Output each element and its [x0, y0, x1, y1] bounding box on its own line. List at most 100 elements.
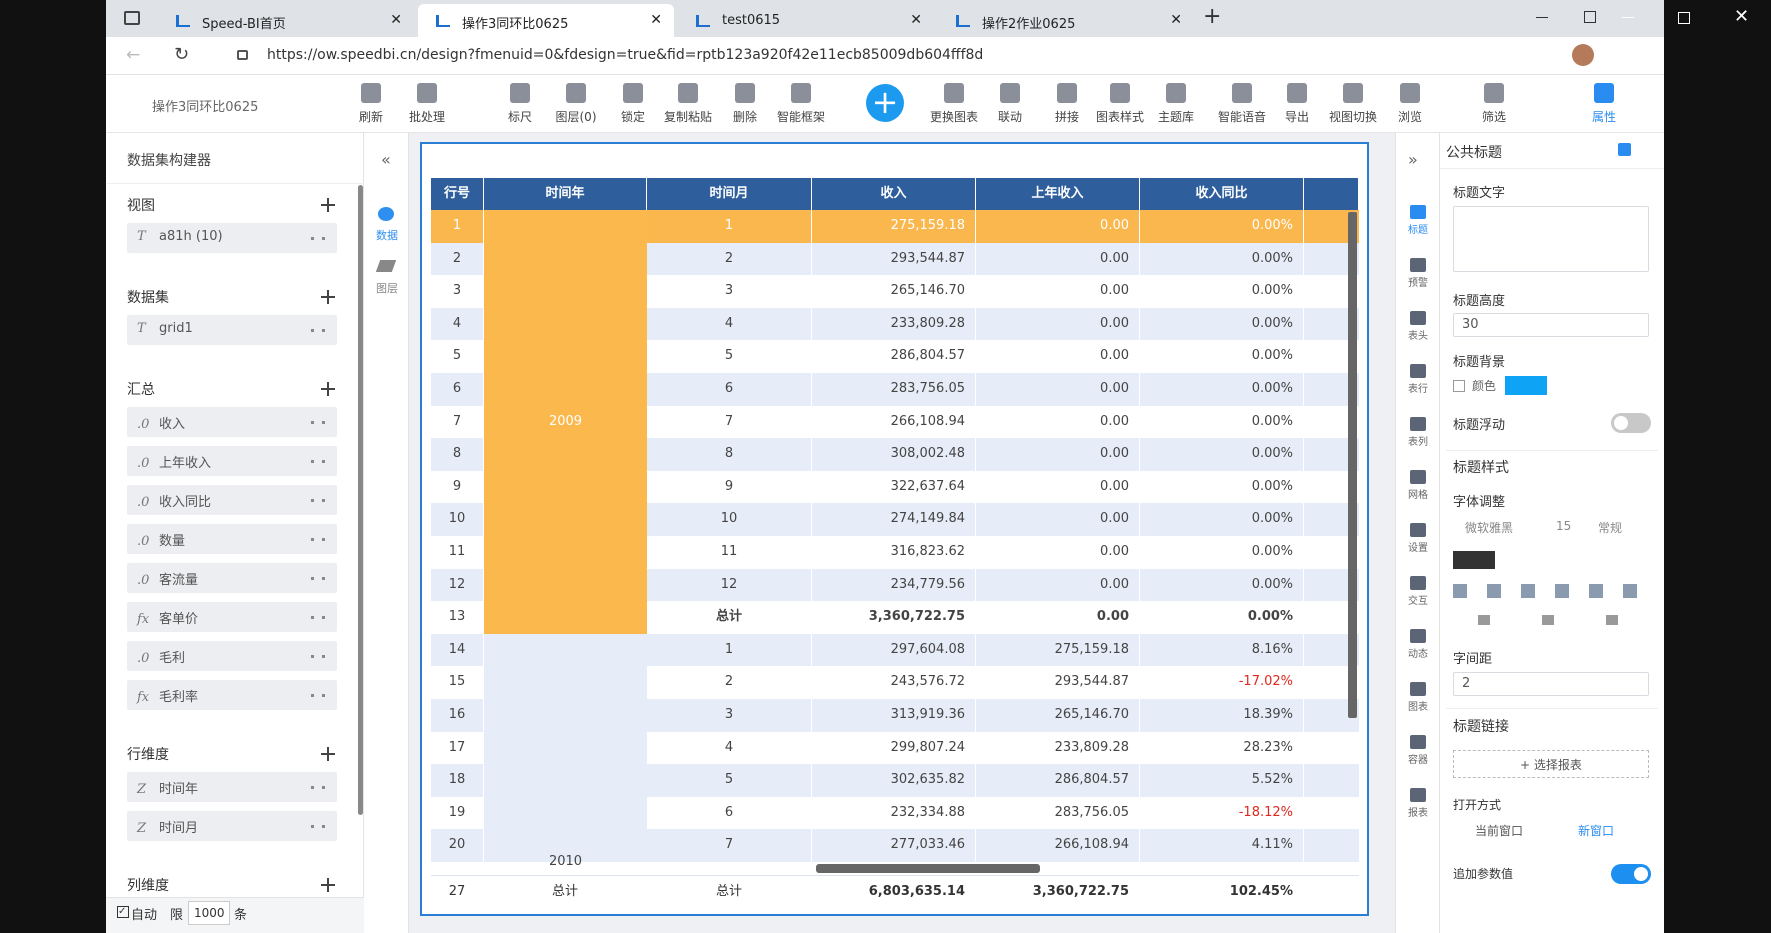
property-tab[interactable]: 交互 — [1405, 576, 1431, 607]
header-cell[interactable] — [1304, 178, 1359, 210]
property-tab[interactable]: 容器 — [1405, 735, 1431, 766]
profile[interactable] — [1572, 44, 1594, 66]
property-tab[interactable]: 图表 — [1405, 682, 1431, 713]
browser-tab[interactable]: 操作2作业0625 ✕ — [938, 4, 1194, 37]
header-cell[interactable]: 收入 — [812, 178, 976, 210]
toolbar-button[interactable]: 拼接 — [1037, 83, 1097, 125]
property-tab[interactable]: 报表 — [1405, 788, 1431, 819]
toolbar-button[interactable]: 图层(0) — [546, 83, 606, 125]
toolbar-button[interactable]: 锁定 — [603, 83, 663, 125]
property-tab[interactable]: 表头 — [1405, 311, 1431, 342]
auto-checkbox[interactable]: ✓ — [117, 906, 129, 918]
tab-close[interactable]: ✕ — [1170, 12, 1182, 28]
add-button[interactable]: + — [866, 84, 904, 122]
scrollbar[interactable] — [358, 185, 363, 815]
expand[interactable]: » — [1408, 150, 1418, 169]
footer-row[interactable]: 27 总计 总计 6,803,635.14 3,360,722.75 102.45% — [431, 875, 1359, 907]
field-item[interactable]: .0 上年收入 — [127, 446, 337, 476]
height-input[interactable]: 30 — [1453, 313, 1649, 337]
header-cell[interactable]: 时间月 — [647, 178, 812, 210]
layer-tab[interactable]: 图层 — [376, 282, 398, 295]
browser-tab[interactable]: Speed-BI首页 ✕ — [158, 4, 414, 37]
toolbar-button[interactable]: 智能语音 — [1212, 83, 1272, 125]
browser-tab[interactable]: test0615 ✕ — [678, 4, 934, 37]
add-button[interactable] — [321, 878, 335, 892]
add-button[interactable] — [321, 290, 335, 304]
minimize-outer[interactable] — [1622, 17, 1634, 18]
property-tab[interactable]: 标题 — [1405, 205, 1431, 236]
property-tab[interactable]: 表行 — [1405, 364, 1431, 395]
more-button[interactable] — [311, 421, 325, 424]
append-toggle[interactable] — [1611, 864, 1651, 884]
year-cell[interactable]: 2010 — [484, 633, 647, 869]
toolbar-button[interactable]: 更换图表 — [924, 83, 984, 125]
color-swatch[interactable] — [1505, 376, 1547, 395]
more-button[interactable] — [311, 694, 325, 697]
indent-buttons[interactable] — [1478, 615, 1628, 625]
toolbar-button[interactable]: 标尺 — [490, 83, 550, 125]
toolbar-button[interactable]: 删除 — [715, 83, 775, 125]
toolbar-button[interactable]: 浏览 — [1380, 83, 1440, 125]
minimize[interactable] — [1536, 17, 1548, 18]
limit-input[interactable]: 1000 — [188, 901, 230, 925]
spacing-input[interactable]: 2 — [1453, 672, 1649, 696]
add-button[interactable] — [321, 382, 335, 396]
field-item[interactable]: .0 收入 — [127, 407, 337, 437]
property-tab[interactable]: 网格 — [1405, 470, 1431, 501]
font-color[interactable] — [1453, 551, 1495, 569]
field-item[interactable]: .0 数量 — [127, 524, 337, 554]
more-button[interactable] — [311, 538, 325, 541]
toolbar-button[interactable]: 图表样式 — [1090, 83, 1150, 125]
horizontal-scrollbar[interactable] — [816, 864, 1040, 873]
weight-select[interactable]: 常规 — [1598, 521, 1623, 535]
collapse[interactable]: « — [381, 150, 391, 169]
toolbar-button[interactable]: 筛选 — [1464, 83, 1524, 125]
color-checkbox[interactable] — [1453, 380, 1465, 392]
back[interactable]: ← — [126, 45, 141, 65]
toolbar-button[interactable]: 主题库 — [1146, 83, 1206, 125]
close-outer[interactable]: ✕ — [1734, 6, 1750, 27]
header-cell[interactable]: 时间年 — [484, 178, 647, 210]
field-item[interactable]: fx 毛利率 — [127, 680, 337, 710]
header-cell[interactable]: 上年收入 — [976, 178, 1140, 210]
tab-close[interactable]: ✕ — [910, 12, 922, 28]
header-cell[interactable]: 行号 — [431, 178, 484, 210]
property-tab[interactable]: 设置 — [1405, 523, 1431, 554]
toolbar-button[interactable]: 视图切换 — [1323, 83, 1383, 125]
reload[interactable]: ↻ — [174, 44, 190, 65]
more-button[interactable] — [311, 499, 325, 502]
url[interactable]: https://ow.speedbi.cn/design?fmenuid=0&f… — [267, 47, 984, 63]
field-item[interactable]: .0 毛利 — [127, 641, 337, 671]
toolbar-button[interactable]: 复制粘贴 — [658, 83, 718, 125]
float-toggle[interactable] — [1611, 413, 1651, 433]
field-item[interactable]: .0 客流量 — [127, 563, 337, 593]
toolbar-button[interactable]: 联动 — [980, 83, 1040, 125]
maximize-outer[interactable] — [1678, 12, 1690, 24]
more-button[interactable] — [311, 616, 325, 619]
toolbar-button[interactable]: 刷新 — [341, 83, 401, 125]
add-button[interactable] — [321, 198, 335, 212]
data-tab-icon[interactable] — [378, 207, 394, 221]
year-cell[interactable]: 2009 — [484, 210, 647, 634]
property-tab[interactable]: 动态 — [1405, 629, 1431, 660]
property-tab[interactable]: 表列 — [1405, 417, 1431, 448]
property-tab[interactable]: 预警 — [1405, 258, 1431, 289]
toolbar-button[interactable]: 批处理 — [397, 83, 457, 125]
tab-close[interactable]: ✕ — [650, 12, 662, 28]
restore[interactable] — [1584, 11, 1596, 23]
vertical-scrollbar[interactable] — [1348, 212, 1357, 718]
size-select[interactable]: 15 — [1556, 519, 1572, 533]
field-item[interactable]: Z 时间月 — [127, 811, 337, 841]
more-button[interactable] — [311, 329, 325, 332]
browser-tab[interactable]: 操作3同环比0625 ✕ — [418, 4, 674, 37]
more-button[interactable] — [311, 460, 325, 463]
field-item[interactable]: Z 时间年 — [127, 772, 337, 802]
more-button[interactable] — [311, 577, 325, 580]
current-window[interactable]: 当前窗口 — [1475, 824, 1524, 838]
enable-checkbox[interactable] — [1618, 143, 1631, 156]
more-button[interactable] — [311, 237, 325, 240]
font-select[interactable]: 微软雅黑 — [1465, 521, 1514, 535]
toolbar-button[interactable]: 导出 — [1267, 83, 1327, 125]
